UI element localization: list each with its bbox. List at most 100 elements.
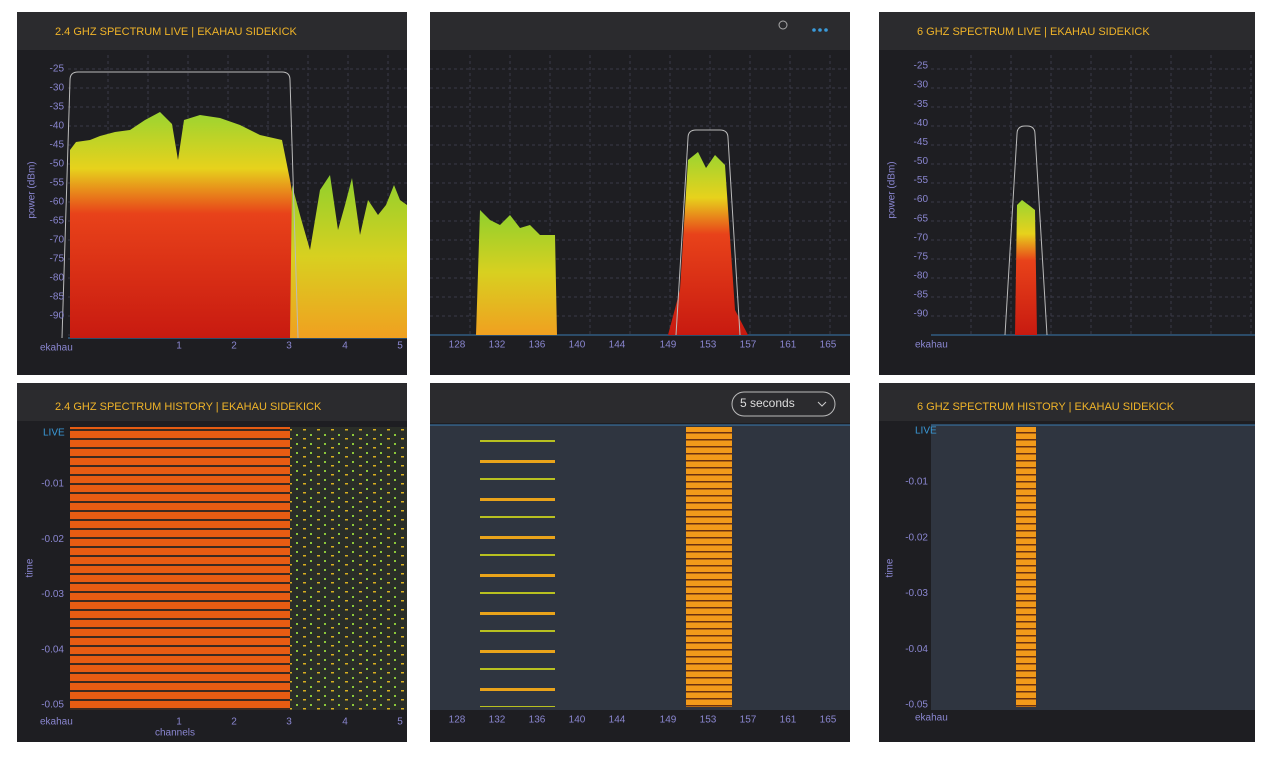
live-label: LIVE	[915, 426, 937, 437]
panel-title: 6 GHZ SPECTRUM HISTORY | EKAHAU SIDEKICK	[917, 401, 1175, 413]
y-tick-label: -90	[50, 311, 65, 322]
x-tick-label: 144	[609, 715, 626, 726]
x-tick-label: 128	[449, 715, 466, 726]
panel-header	[879, 383, 1255, 421]
brand-label: ekahau	[915, 713, 948, 724]
panel-title: 2.4 GHZ SPECTRUM LIVE | EKAHAU SIDEKICK	[55, 26, 298, 38]
channel-outline	[675, 129, 741, 336]
x-tick-label: 165	[820, 340, 837, 351]
y-tick-label: -30	[914, 80, 929, 91]
waterfall	[290, 427, 407, 710]
panel-header	[17, 383, 407, 421]
channel-outline	[61, 71, 299, 339]
y-tick-label: -0.04	[905, 644, 928, 655]
x-tick-label: 165	[820, 715, 837, 726]
panel-header	[17, 12, 407, 50]
y-tick-label: -90	[914, 309, 929, 320]
waterfall-band	[1016, 427, 1036, 707]
dropdown-arrow	[817, 401, 827, 407]
y-tick-label: -50	[50, 159, 65, 170]
x-tick-label: 132	[489, 715, 506, 726]
x-tick-label: 136	[529, 340, 546, 351]
x-tick-label: 3	[286, 341, 292, 352]
x-tick-label: 157	[740, 715, 757, 726]
x-tick-label: 3	[286, 717, 292, 728]
y-tick-label: -65	[50, 216, 65, 227]
x-tick-label: 149	[660, 715, 677, 726]
dropdown-label[interactable]: 5 seconds	[740, 396, 795, 410]
x-tick-label: 4	[342, 717, 348, 728]
zoom-icon[interactable]	[778, 20, 788, 30]
y-tick-label: -0.01	[905, 477, 928, 488]
waterfall	[70, 427, 290, 710]
y-tick-label: -35	[914, 99, 929, 110]
dropdown[interactable]	[731, 391, 836, 417]
spectrum	[70, 112, 300, 338]
panel-title: 2.4 GHZ SPECTRUM HISTORY | EKAHAU SIDEKI…	[55, 401, 322, 413]
x-tick-label: 136	[529, 715, 546, 726]
x-tick-label: 140	[569, 340, 586, 351]
y-axis-label: power (dBm)	[27, 161, 38, 218]
y-tick-label: -75	[50, 254, 65, 265]
spectrum	[1015, 200, 1037, 335]
y-tick-label: -45	[914, 137, 929, 148]
y-tick-label: -0.02	[41, 534, 64, 545]
x-tick-label: 132	[489, 340, 506, 351]
y-tick-label: -60	[50, 197, 65, 208]
y-axis-label: power (dBm)	[887, 161, 898, 218]
brand-label: ekahau	[915, 340, 948, 351]
y-tick-label: -0.02	[905, 532, 928, 543]
x-tick-label: 1	[176, 341, 182, 352]
channel-outline	[1004, 125, 1048, 336]
y-tick-label: -80	[914, 270, 929, 281]
waterfall-band	[480, 427, 555, 707]
y-tick-label: -25	[914, 61, 929, 72]
y-tick-label: -0.03	[905, 588, 928, 599]
y-tick-label: -40	[50, 121, 65, 132]
x-tick-label: 128	[449, 340, 466, 351]
y-tick-label: -45	[50, 140, 65, 151]
y-tick-label: -60	[914, 194, 929, 205]
y-tick-label: -35	[50, 102, 65, 113]
x-tick-label: 157	[740, 340, 757, 351]
panel	[879, 12, 1255, 375]
x-axis-label: channels	[155, 728, 195, 739]
x-tick-label: 2	[231, 717, 237, 728]
y-axis-label: time	[25, 558, 36, 577]
x-tick-label: 4	[342, 341, 348, 352]
panel-header	[430, 12, 850, 50]
panel-header	[879, 12, 1255, 50]
x-tick-label: 153	[700, 715, 717, 726]
y-tick-label: -0.01	[41, 479, 64, 490]
y-tick-label: -55	[914, 175, 929, 186]
x-tick-label: 5	[397, 717, 403, 728]
brand-label: ekahau	[40, 343, 73, 354]
y-tick-label: -75	[914, 251, 929, 262]
x-tick-label: 144	[609, 340, 626, 351]
waterfall-band	[686, 427, 732, 707]
y-tick-label: -80	[50, 273, 65, 284]
y-tick-label: -55	[50, 178, 65, 189]
more-menu[interactable]	[812, 28, 828, 32]
y-tick-label: -70	[914, 232, 929, 243]
panel-title: 6 GHZ SPECTRUM LIVE | EKAHAU SIDEKICK	[917, 26, 1150, 38]
brand-label: ekahau	[40, 717, 73, 728]
y-tick-label: -40	[914, 118, 929, 129]
y-tick-label: -30	[50, 83, 65, 94]
x-tick-label: 153	[700, 340, 717, 351]
y-tick-label: -85	[50, 292, 65, 303]
y-tick-label: -0.03	[41, 589, 64, 600]
x-tick-label: 1	[176, 717, 182, 728]
x-tick-label: 140	[569, 715, 586, 726]
y-tick-label: -50	[914, 156, 929, 167]
spectrum-noise	[290, 175, 407, 338]
y-tick-label: -0.05	[41, 700, 64, 711]
y-tick-label: -85	[914, 290, 929, 301]
y-tick-label: -25	[50, 64, 65, 75]
y-tick-label: -65	[914, 213, 929, 224]
waterfall	[931, 425, 1255, 710]
x-tick-label: 161	[780, 340, 797, 351]
y-tick-label: -0.05	[905, 700, 928, 711]
y-axis-label: time	[885, 558, 896, 577]
